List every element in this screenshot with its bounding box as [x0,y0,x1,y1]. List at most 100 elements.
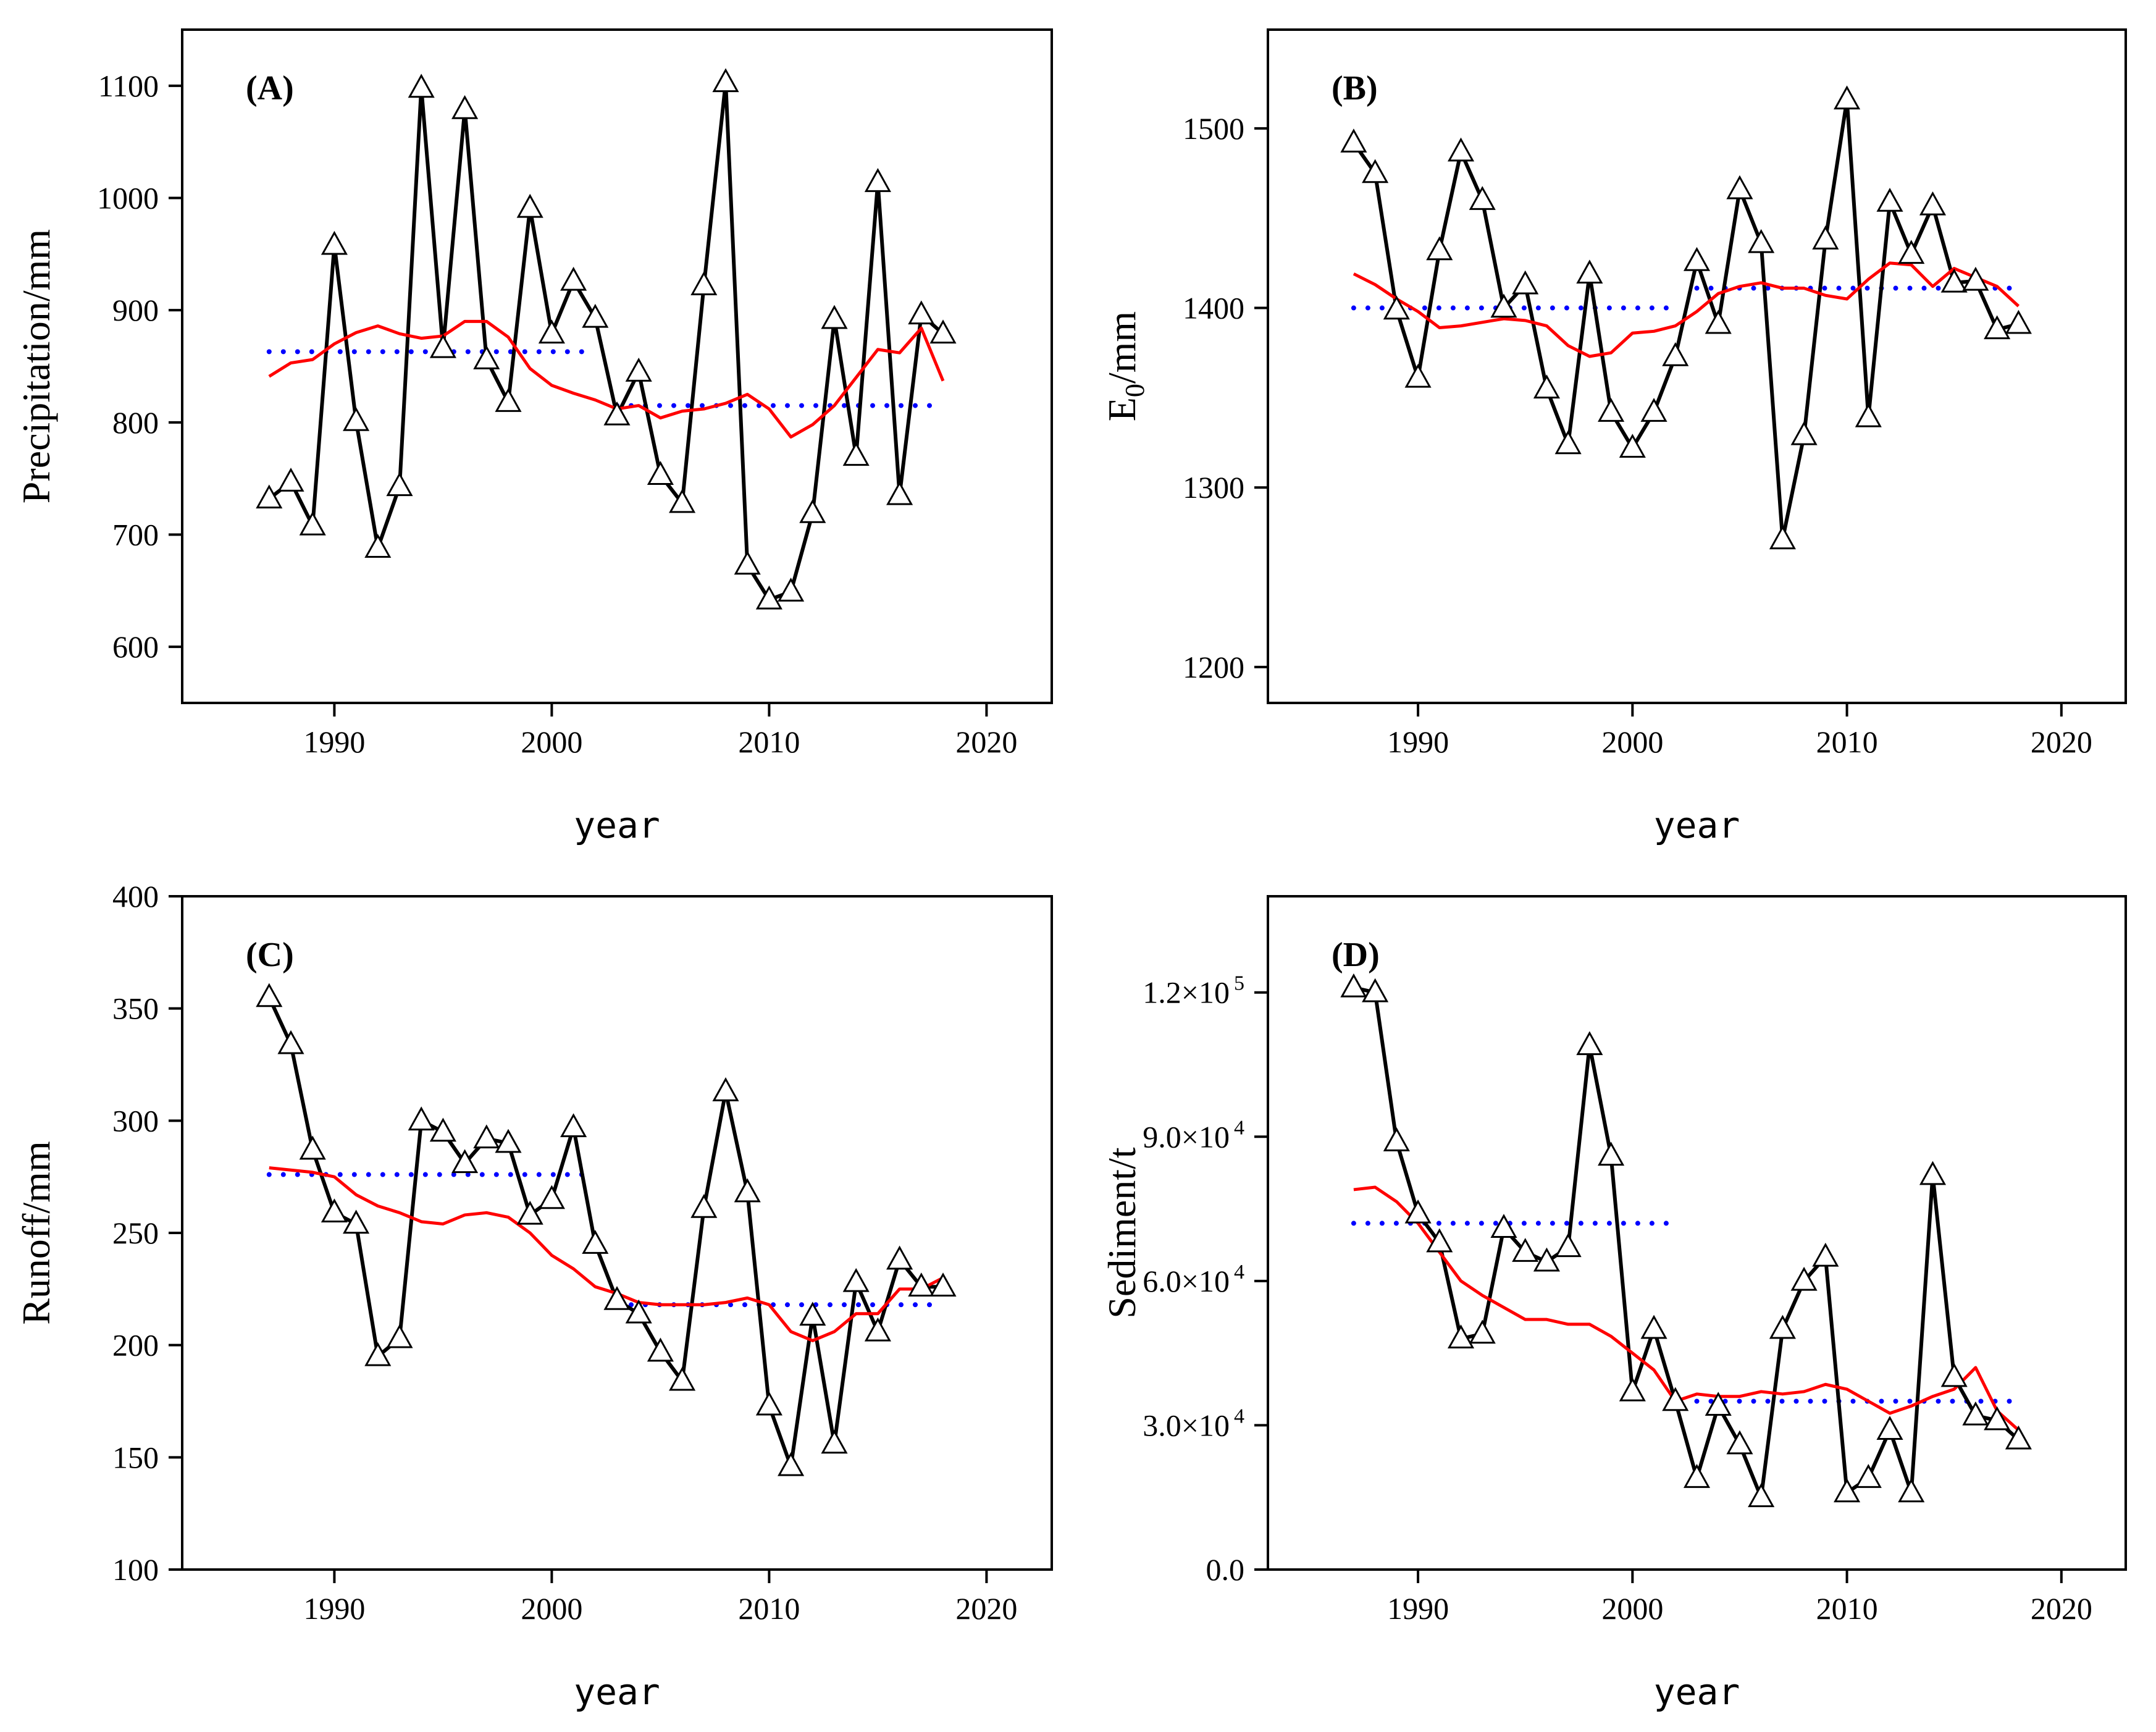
data-point-marker [1898,1478,1925,1503]
y-tick-label: 100 [112,1552,159,1587]
data-point-marker [1404,1199,1432,1224]
y-tick-label: 1400 [1183,291,1244,326]
data-point-marker [690,1193,718,1218]
y-axis-title: Sediment/t [1100,1147,1144,1319]
data-point-marker [451,95,479,119]
data-point-marker [299,511,326,536]
data-point-marker [1469,1319,1496,1344]
data-point-marker [1790,421,1818,445]
y-tick-label: 1100 [98,69,159,103]
y-tick-label: 0.0 [1206,1552,1245,1587]
y-tick-label: 1000 [97,181,159,216]
data-point-marker [277,1030,304,1054]
data-point-marker [343,1209,370,1234]
data-point-marker [1619,434,1646,458]
y-tick-label: 1200 [1183,650,1244,684]
data-point-marker [908,1272,935,1297]
data-point-marker [690,271,718,295]
data-point-marker [799,1301,826,1326]
data-point-marker [647,461,674,485]
data-point-marker [1447,137,1475,162]
data-point-marker [1533,374,1560,399]
data-point-marker [256,484,283,509]
data-point-marker [1576,259,1603,284]
data-point-marker [669,1366,696,1391]
data-point-marker [299,1135,326,1160]
plot-frame [181,28,1053,704]
x-tick-label: 2020 [2031,1591,2092,1626]
data-point-marker [277,468,304,492]
data-point-marker [321,1198,348,1223]
data-point-marker [2005,309,2032,334]
data-point-marker [821,305,848,329]
y-tick-label: 700 [112,518,159,552]
data-point-marker [625,358,652,382]
y-tick-label: 9.0×10 [1143,1119,1230,1154]
y-tick-exponent: 4 [1234,1116,1244,1139]
data-point-marker [1834,1478,1861,1503]
data-point-marker [778,578,805,602]
smoothed-series-line [1353,1185,2020,1432]
x-tick-label: 1990 [303,1591,365,1626]
data-point-marker [929,1272,957,1297]
data-point-marker [386,472,413,497]
x-axis-title: year [574,804,660,846]
y-tick-label: 600 [112,629,159,664]
data-point-marker [864,1317,891,1342]
y-tick-label: 250 [112,1216,159,1250]
data-point-marker [1619,1377,1646,1402]
data-point-marker [1769,525,1796,550]
x-tick-label: 1990 [1387,1591,1449,1626]
data-point-marker [1662,342,1689,366]
data-point-marker [603,1285,631,1310]
data-point-marker [712,68,739,93]
y-tick-label: 150 [112,1440,159,1474]
data-point-marker [1705,309,1732,334]
data-point-marker [755,1391,782,1416]
data-point-marker [1962,266,1989,291]
data-point-marker [516,1200,543,1225]
y-tick-label: 300 [112,1103,159,1138]
data-point-marker [1726,1430,1753,1455]
x-axis-title: year [1654,804,1740,846]
observed-series-line [267,82,944,602]
data-point-marker [364,534,392,558]
y-tick-label: 400 [112,879,159,914]
x-tick-label: 2010 [1816,1591,1878,1626]
y-tick-label: 200 [112,1328,159,1363]
data-point-marker [908,300,935,325]
panel-label: (C) [246,936,294,974]
smoothed-series-line [268,319,945,439]
x-tick-label: 2000 [521,725,582,759]
data-point-marker [343,406,370,431]
data-point-marker [364,1342,392,1366]
data-point-marker [603,401,631,426]
data-point-marker [451,1149,479,1174]
data-point-marker [1362,159,1389,183]
x-tick-label: 2010 [738,1591,800,1626]
data-point-marker [429,1117,456,1142]
data-point-marker [429,334,456,358]
y-tick-label: 1.2×10 [1143,975,1230,1010]
x-tick-label: 1990 [1387,725,1449,759]
data-point-marker [516,193,543,218]
data-point-marker [647,1337,674,1362]
data-point-marker [1726,175,1753,200]
data-point-marker [1383,295,1410,320]
data-point-marker [821,1429,848,1454]
y-axis-title: Precipitation/mm [14,229,58,503]
panel-label: (A) [246,69,294,107]
panel-3: 1990 2000 2010 2020 100 150 200 250 300 350 400 Run… [14,879,1053,1713]
data-point-marker [1919,1161,1947,1185]
panel-label: (B) [1332,69,1378,107]
data-point-marker [1447,1324,1475,1349]
data-point-marker [582,1230,609,1254]
y-axis-title: Runoff/mm [14,1141,58,1325]
data-point-marker [1876,188,1903,212]
data-point-marker [1662,1387,1689,1411]
data-point-marker [1554,1233,1582,1258]
data-point-marker [1940,1363,1968,1387]
data-point-marker [2005,1425,2032,1450]
data-point-marker [625,1299,652,1324]
